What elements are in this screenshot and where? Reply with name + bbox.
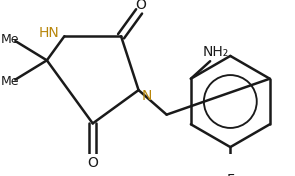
Text: Me: Me	[1, 75, 19, 88]
Text: O: O	[135, 0, 146, 12]
Text: N: N	[141, 89, 152, 103]
Text: O: O	[87, 156, 98, 170]
Text: F: F	[226, 172, 234, 176]
Text: Me: Me	[1, 33, 19, 46]
Text: NH₂: NH₂	[202, 45, 229, 59]
Text: HN: HN	[38, 26, 59, 40]
